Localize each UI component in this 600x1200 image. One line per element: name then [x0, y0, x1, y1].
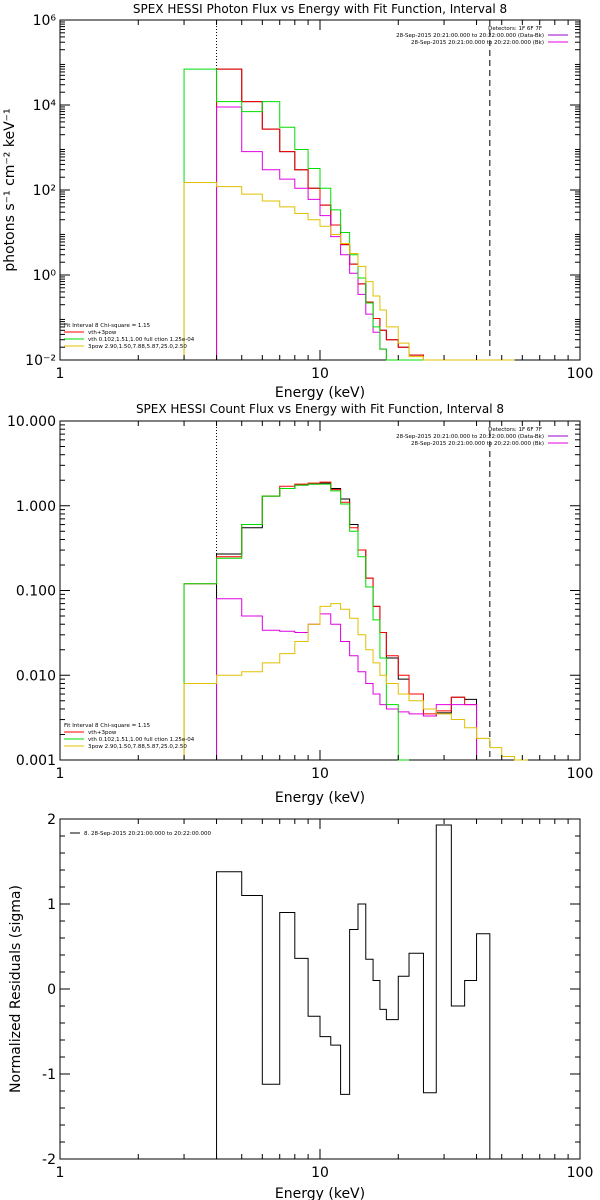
- count-flux-y-tick-label: 10.000: [7, 414, 56, 430]
- photon-flux-legend-entry-label: 28-Sep-2015 20:21:00.000 to 20:22:00.000…: [396, 33, 544, 39]
- photon-flux-fit-interval-label: Fit Interval 8 Chi-square = 1.15: [64, 323, 151, 329]
- photon-flux-y-tick-label: 10⁰: [33, 268, 57, 284]
- photon-flux-x-axis-label: Energy (keV): [275, 385, 365, 401]
- residuals-x-axis-label: Energy (keV): [275, 1186, 365, 1200]
- count-flux-series-green: [183, 483, 410, 761]
- count-flux-y-tick-label: 0.100: [16, 584, 56, 600]
- count-flux-legend-entry-label: 28-Sep-2015 20:21:00.000 to 20:22:00.000…: [411, 441, 544, 447]
- photon-flux-panel: SPEX HESSI Photon Flux vs Energy with Fi…: [2, 2, 593, 401]
- photon-flux-series-magenta: [216, 106, 477, 361]
- residuals-y-tick-label: -2: [42, 1152, 56, 1168]
- count-flux-legend-bottom-left: Fit Interval 8 Chi-square = 1.15vth+3pow…: [64, 723, 195, 750]
- photon-flux-series-yellow: [183, 182, 515, 361]
- photon-flux-series-green: [183, 68, 424, 361]
- residuals-x-tick-label: 100: [567, 1165, 594, 1181]
- residuals-x-tick-label: 1: [56, 1165, 65, 1181]
- residuals-legend-label: 8. 28-Sep-2015 20:21:00.000 to 20:22:00.…: [84, 831, 211, 837]
- photon-flux-legend-bottom-left: Fit Interval 8 Chi-square = 1.15vth+3pow…: [64, 323, 195, 350]
- photon-flux-x-tick-label: 10: [311, 366, 329, 382]
- residuals-plot-frame: [59, 818, 581, 1160]
- photon-flux-x-tick-label: 100: [567, 366, 594, 382]
- photon-flux-y-tick-label: 10⁴: [33, 98, 57, 114]
- photon-flux-y-tick-label: 10⁻²: [25, 353, 56, 369]
- count-flux-plot-frame: [59, 420, 581, 761]
- photon-flux-title: SPEX HESSI Photon Flux vs Energy with Fi…: [133, 2, 507, 16]
- count-flux-panel: SPEX HESSI Count Flux vs Energy with Fit…: [7, 402, 593, 806]
- residuals-panel: 1 10 100 -2 -1 0 1 2 Energy (keV) Normalized R…: [8, 812, 593, 1200]
- count-flux-y-tick-label: 0.010: [16, 668, 56, 684]
- residuals-x-tick-label: 10: [311, 1165, 329, 1181]
- count-flux-y-tick-label: 1.000: [16, 499, 56, 515]
- residuals-series-black: [216, 824, 491, 1159]
- count-flux-fit-interval-label: Fit Interval 8 Chi-square = 1.15: [64, 723, 151, 729]
- count-flux-x-tick-label: 10: [311, 766, 329, 782]
- count-flux-fit-legend-label: vth+3pow: [88, 730, 117, 736]
- residuals-y-tick-label: 1: [47, 897, 56, 913]
- count-flux-x-tick-label: 1: [56, 766, 65, 782]
- count-flux-series-magenta: [216, 598, 478, 760]
- residuals-legend: 8. 28-Sep-2015 20:21:00.000 to 20:22:00.…: [70, 831, 211, 837]
- count-flux-x-axis-label: Energy (keV): [275, 790, 365, 806]
- residuals-y-axis-label: Normalized Residuals (sigma): [8, 885, 24, 1093]
- photon-flux-legend-entry-label: 28-Sep-2015 20:21:00.000 to 20:22:00.000…: [411, 40, 544, 46]
- photon-flux-y-tick-label: 10²: [33, 183, 56, 199]
- count-flux-legend-entry-label: 28-Sep-2015 20:21:00.000 to 20:22:00.000…: [396, 434, 544, 440]
- photon-flux-series-black: [216, 68, 477, 361]
- count-flux-fit-legend-label: 3pow 2.90,1.50,7.88,5.87,25.0,2.50: [88, 744, 187, 750]
- count-flux-series-yellow: [183, 603, 528, 761]
- count-flux-y-tick-label: 0.001: [16, 753, 56, 769]
- count-flux-x-tick-label: 100: [567, 766, 594, 782]
- photon-flux-detectors-label: Detectors: 1F 6F 7F: [488, 26, 542, 32]
- residuals-y-tick-label: -1: [42, 1067, 56, 1083]
- residuals-y-tick-label: 2: [47, 812, 56, 828]
- photon-flux-fit-legend-label: 3pow 2.90,1.50,7.88,5.87,25.0,2.50: [88, 344, 187, 350]
- photon-flux-y-axis-label: photons s⁻¹ cm⁻² keV⁻¹: [2, 108, 18, 271]
- photon-flux-x-tick-label: 1: [56, 366, 65, 382]
- residuals-y-tick-label: 0: [47, 982, 56, 998]
- photon-flux-fit-legend-label: vth+3pow: [88, 330, 117, 336]
- photon-flux-fit-legend-label: vth 0.102,1.51,1.00 full ction 1.25e-04: [88, 337, 195, 343]
- count-flux-title: SPEX HESSI Count Flux vs Energy with Fit…: [136, 402, 504, 416]
- count-flux-detectors-label: Detectors: 1F 6F 7F: [488, 427, 542, 433]
- photon-flux-series-red: [216, 68, 477, 361]
- photon-flux-y-tick-label: 10⁶: [33, 13, 57, 29]
- count-flux-fit-legend-label: vth 0.102,1.51,1.00 full ction 1.25e-04: [88, 737, 195, 743]
